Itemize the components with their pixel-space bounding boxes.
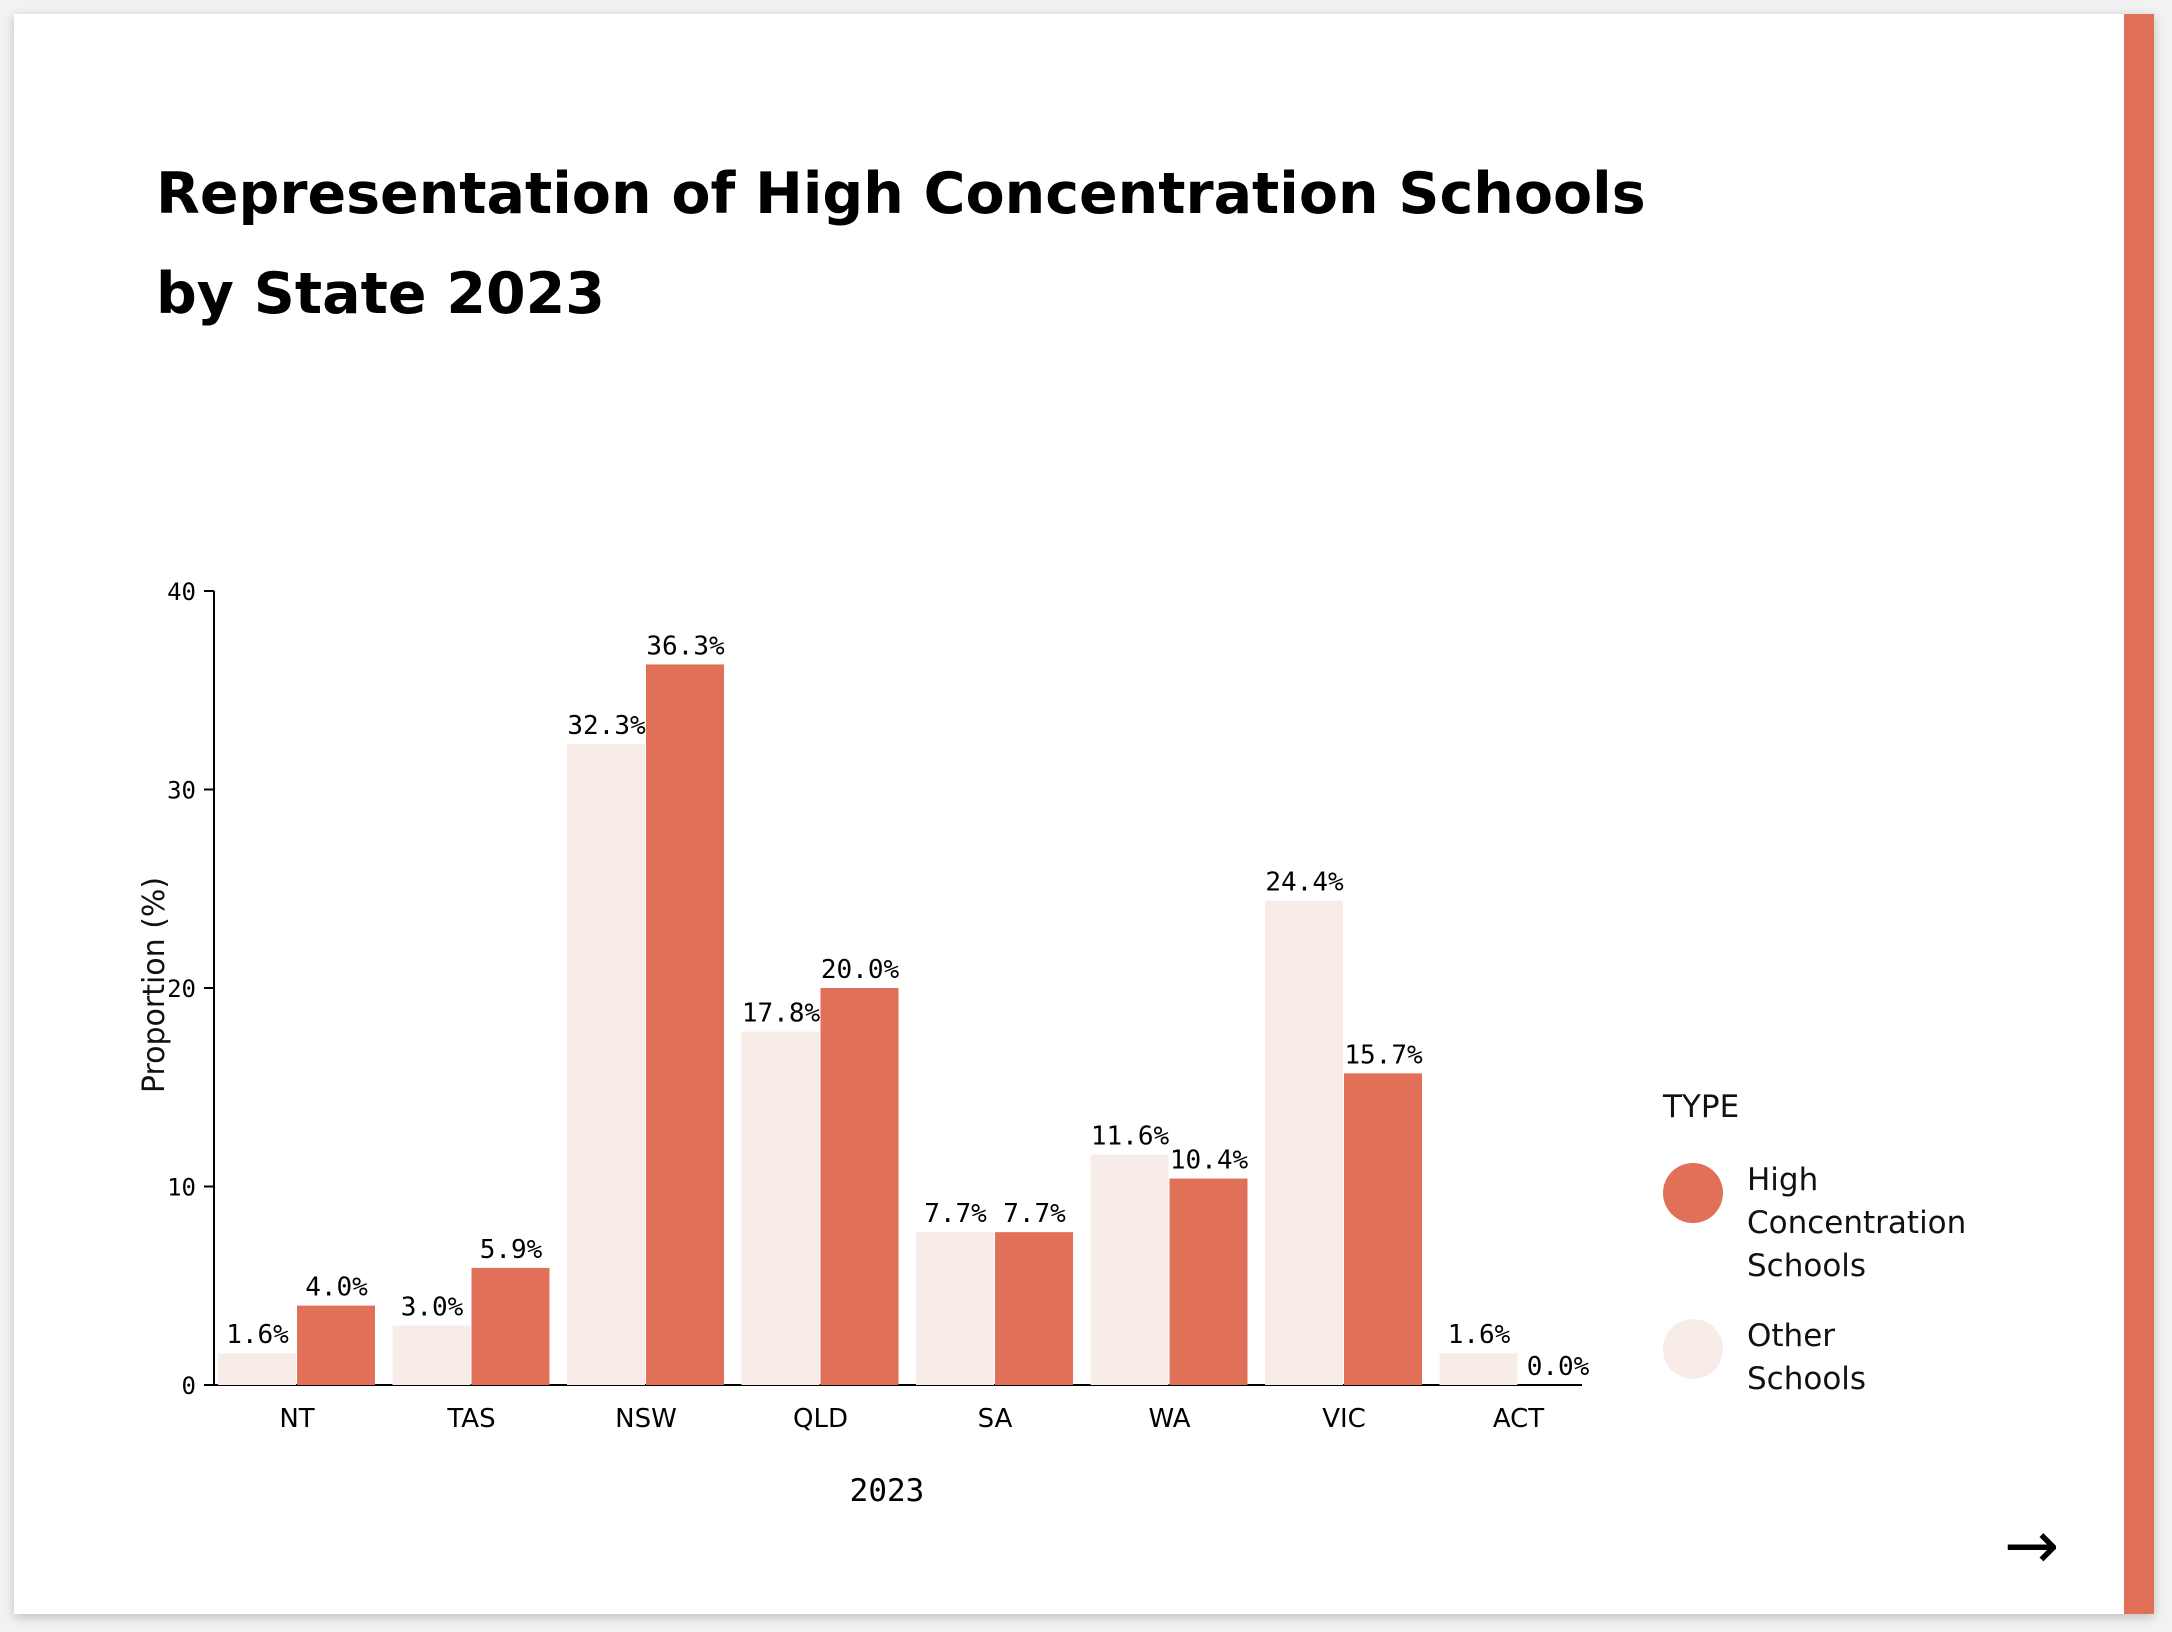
bar-label: 36.3% — [646, 631, 725, 661]
bar — [741, 1031, 820, 1385]
bar — [1344, 1073, 1422, 1385]
legend-label-high-concentration: High Concentration Schools — [1747, 1159, 2047, 1288]
y-tick-label: 30 — [167, 777, 196, 805]
bar-label: 10.4% — [1170, 1146, 1249, 1176]
bar-label: 4.0% — [305, 1273, 368, 1303]
x-tick-label: SA — [978, 1404, 1013, 1434]
bar — [1439, 1353, 1518, 1385]
bar — [392, 1325, 471, 1385]
legend-label-line: High — [1747, 1162, 1819, 1198]
legend-label-line: Schools — [1747, 1361, 1867, 1397]
chart-title: Representation of High Concentration Sch… — [156, 144, 1756, 344]
x-tick-label: QLD — [793, 1404, 848, 1434]
x-tick-label: ACT — [1493, 1404, 1544, 1434]
y-tick-label: 10 — [167, 1174, 196, 1202]
bar — [995, 1232, 1073, 1385]
bar — [471, 1267, 550, 1385]
chart-title-line-1: Representation of High Concentration Sch… — [156, 161, 1646, 227]
x-tick-label: NT — [279, 1404, 314, 1434]
legend-label-line: Other — [1747, 1318, 1836, 1354]
bar-label: 0.0% — [1527, 1352, 1590, 1382]
bar-label: 15.7% — [1344, 1040, 1423, 1070]
bar-label: 7.7% — [924, 1199, 987, 1229]
legend-label-line: Schools — [1747, 1248, 1867, 1284]
x-axis-title: 2023 — [850, 1473, 925, 1509]
x-tick-label: VIC — [1322, 1404, 1366, 1434]
bar — [916, 1232, 994, 1385]
bar-label: 17.8% — [742, 999, 821, 1029]
accent-bar — [2124, 14, 2154, 1614]
bar — [567, 743, 645, 1385]
bar-label: 24.4% — [1265, 868, 1344, 898]
bar-label: 32.3% — [567, 711, 646, 741]
bar-label: 1.6% — [1448, 1320, 1511, 1350]
bar — [646, 664, 724, 1385]
bar-label: 7.7% — [1003, 1199, 1066, 1229]
bar — [218, 1353, 296, 1385]
y-tick-label: 40 — [167, 578, 196, 606]
x-tick-label: NSW — [615, 1404, 677, 1434]
bar — [297, 1305, 375, 1385]
bar-label: 11.6% — [1091, 1122, 1170, 1152]
bar-label: 5.9% — [480, 1235, 543, 1265]
bar — [1169, 1178, 1248, 1385]
bar-label: 1.6% — [226, 1320, 289, 1350]
y-tick-label: 0 — [182, 1372, 196, 1400]
y-tick-label: 20 — [167, 975, 196, 1003]
bar-label: 20.0% — [821, 955, 900, 985]
y-axis-title: Proportion (%) — [137, 877, 172, 1093]
bar — [1265, 900, 1343, 1385]
chart-title-line-2: by State 2023 — [156, 261, 605, 327]
legend-swatch-other-schools — [1663, 1319, 1723, 1379]
legend-title: TYPE — [1663, 1089, 1740, 1125]
chart-card: Representation of High Concentration Sch… — [14, 14, 2154, 1614]
bar-chart: 0 10 20 30 40 Proportion (%) 1.6% 4.0% NT 3.0% 5.9… — [137, 578, 1590, 1509]
legend-swatch-high-concentration — [1663, 1163, 1723, 1223]
x-tick-label: TAS — [446, 1404, 495, 1434]
bar-label: 3.0% — [401, 1292, 464, 1322]
legend-label-line: Concentration — [1747, 1205, 1967, 1241]
bar — [820, 988, 899, 1385]
arrow-right-icon[interactable]: → — [2004, 1507, 2060, 1584]
bar — [1090, 1154, 1169, 1385]
x-tick-label: WA — [1148, 1404, 1190, 1434]
legend-label-other-schools: Other Schools — [1747, 1315, 2047, 1401]
